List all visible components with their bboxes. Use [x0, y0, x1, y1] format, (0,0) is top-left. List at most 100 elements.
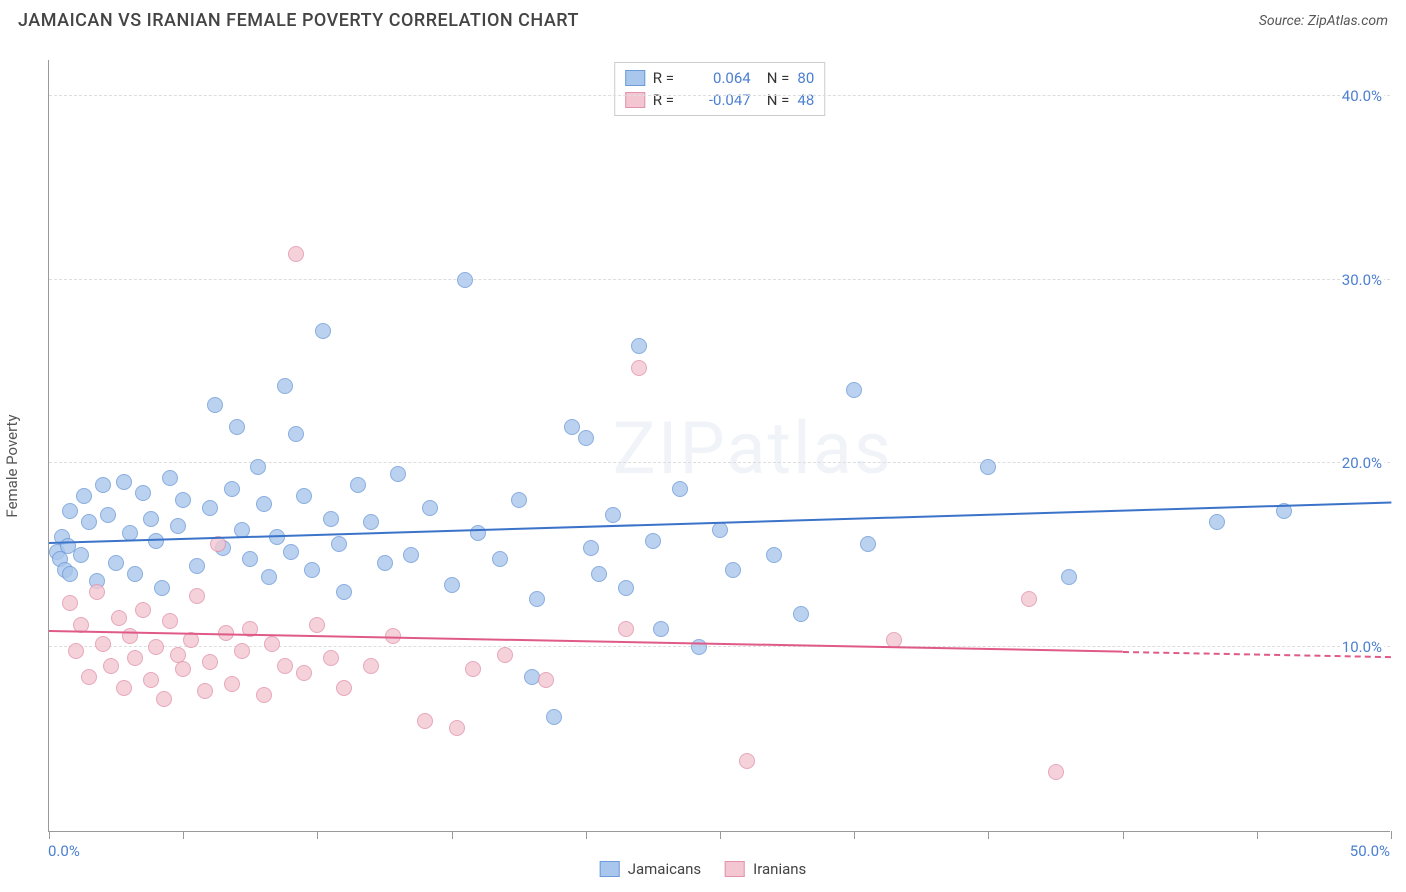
scatter-point	[189, 588, 205, 604]
scatter-point	[529, 591, 545, 607]
scatter-point	[980, 459, 996, 475]
scatter-point	[256, 496, 272, 512]
scatter-point	[1021, 591, 1037, 607]
scatter-point	[538, 672, 554, 688]
chart-container: Female Poverty ZIPatlas R = 0.064 N = 80…	[0, 40, 1406, 892]
scatter-point	[725, 562, 741, 578]
x-tick	[1257, 831, 1258, 839]
x-tick	[854, 831, 855, 839]
x-tick	[452, 831, 453, 839]
r-value-jamaicans: 0.064	[691, 67, 751, 89]
legend-item-iranians: Iranians	[725, 860, 806, 878]
trend-line	[49, 502, 1391, 545]
scatter-point	[846, 382, 862, 398]
scatter-point	[363, 658, 379, 674]
scatter-point	[591, 566, 607, 582]
scatter-point	[229, 419, 245, 435]
scatter-point	[377, 555, 393, 571]
gridline-h	[49, 646, 1390, 647]
scatter-point	[62, 566, 78, 582]
scatter-point	[296, 488, 312, 504]
scatter-point	[277, 658, 293, 674]
series-legend: Jamaicans Iranians	[600, 860, 807, 878]
scatter-point	[277, 378, 293, 394]
scatter-point	[148, 639, 164, 655]
scatter-point	[103, 658, 119, 674]
scatter-point	[256, 687, 272, 703]
x-tick	[317, 831, 318, 839]
scatter-point	[76, 488, 92, 504]
scatter-point	[653, 621, 669, 637]
scatter-point	[143, 511, 159, 527]
x-tick	[988, 831, 989, 839]
scatter-point	[793, 606, 809, 622]
scatter-point	[108, 555, 124, 571]
x-axis-max-label: 50.0%	[1350, 842, 1390, 860]
scatter-point	[470, 525, 486, 541]
scatter-point	[350, 477, 366, 493]
scatter-point	[672, 481, 688, 497]
scatter-point	[143, 672, 159, 688]
scatter-point	[250, 459, 266, 475]
scatter-point	[175, 661, 191, 677]
scatter-point	[296, 665, 312, 681]
legend-row-iranians: R = -0.047 N = 48	[625, 89, 815, 111]
scatter-point	[417, 713, 433, 729]
scatter-point	[331, 536, 347, 552]
scatter-point	[457, 272, 473, 288]
source-attribution: Source: ZipAtlas.com	[1259, 13, 1388, 29]
scatter-point	[583, 540, 599, 556]
gridline-h	[49, 279, 1390, 280]
scatter-point	[81, 514, 97, 530]
scatter-point	[309, 617, 325, 633]
scatter-point	[304, 562, 320, 578]
watermark-text: ZIPatlas	[613, 406, 893, 491]
scatter-point	[283, 544, 299, 560]
scatter-point	[605, 507, 621, 523]
scatter-point	[465, 661, 481, 677]
scatter-point	[154, 580, 170, 596]
scatter-point	[170, 518, 186, 534]
scatter-point	[95, 636, 111, 652]
scatter-point	[497, 647, 513, 663]
y-tick-label: 10.0%	[1340, 638, 1384, 656]
scatter-point	[403, 547, 419, 563]
legend-item-jamaicans: Jamaicans	[600, 860, 701, 878]
scatter-point	[618, 580, 634, 596]
scatter-point	[202, 654, 218, 670]
scatter-point	[162, 470, 178, 486]
x-tick	[586, 831, 587, 839]
y-tick-label: 30.0%	[1340, 271, 1384, 289]
scatter-point	[175, 492, 191, 508]
scatter-point	[224, 481, 240, 497]
scatter-point	[315, 323, 331, 339]
scatter-point	[116, 680, 132, 696]
scatter-point	[234, 643, 250, 659]
swatch-iranians-bottom	[725, 861, 745, 877]
scatter-point	[1061, 569, 1077, 585]
scatter-point	[739, 753, 755, 769]
scatter-point	[135, 485, 151, 501]
plot-area: ZIPatlas R = 0.064 N = 80 R = -0.047 N =…	[48, 60, 1390, 832]
scatter-point	[73, 547, 89, 563]
gridline-h	[49, 95, 1390, 96]
scatter-point	[288, 246, 304, 262]
swatch-jamaicans-bottom	[600, 861, 620, 877]
scatter-point	[127, 566, 143, 582]
scatter-point	[127, 650, 143, 666]
scatter-point	[207, 397, 223, 413]
scatter-point	[189, 558, 205, 574]
scatter-point	[631, 360, 647, 376]
scatter-point	[564, 419, 580, 435]
scatter-point	[336, 680, 352, 696]
legend-row-jamaicans: R = 0.064 N = 80	[625, 67, 815, 89]
y-tick-label: 40.0%	[1340, 87, 1384, 105]
scatter-point	[68, 643, 84, 659]
n-value-iranians: 48	[797, 89, 814, 111]
r-value-iranians: -0.047	[691, 89, 751, 111]
scatter-point	[202, 500, 218, 516]
scatter-point	[422, 500, 438, 516]
scatter-point	[390, 466, 406, 482]
scatter-point	[618, 621, 634, 637]
x-axis-min-label: 0.0%	[48, 842, 80, 860]
